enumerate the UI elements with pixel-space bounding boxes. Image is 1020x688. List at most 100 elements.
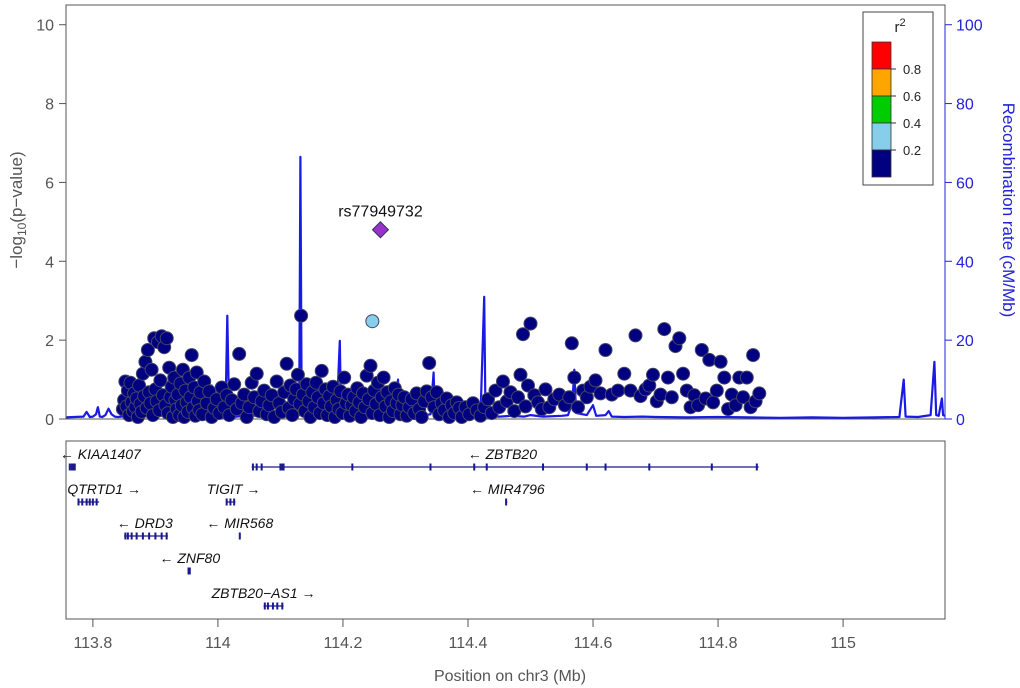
gene-exon — [238, 532, 241, 540]
snp-point — [564, 336, 579, 351]
x-tick-label: 113.8 — [73, 635, 112, 652]
gene-label: ← KIAA1407 — [60, 446, 142, 462]
gene-exon — [473, 463, 476, 471]
x-tick-label: 114.2 — [324, 635, 363, 652]
gene-exon — [91, 498, 94, 506]
snp-point — [523, 316, 538, 331]
gene-exon — [154, 532, 157, 540]
snp-point — [657, 322, 672, 337]
r2-legend: r2 0.8 0.6 0.4 0.2 — [862, 11, 934, 186]
gene-exon — [282, 463, 285, 471]
gene-zbtb20-as1: ZBTB20−AS1 → — [211, 585, 316, 610]
gene-exon — [351, 463, 354, 471]
gene-exon — [260, 463, 263, 471]
snp-point — [414, 410, 429, 424]
legend-swatch — [871, 95, 892, 124]
gene-label: ← MIR568 — [206, 515, 273, 531]
x-tick-label: 115 — [830, 635, 856, 652]
y-left-prefix: −log — [7, 236, 26, 269]
gene-exon — [485, 463, 488, 471]
gene-exon — [188, 567, 191, 575]
gene-label: ← ZNF80 — [159, 550, 220, 566]
gene-zbtb20: ← ZBTB20 — [251, 446, 759, 471]
x-tick-label: 114.4 — [449, 635, 488, 652]
snp-point — [706, 395, 721, 410]
gene-exon — [648, 463, 651, 471]
y-left-tick-label: 4 — [45, 254, 54, 271]
gene-exon — [233, 498, 236, 506]
gene-exon — [124, 532, 127, 540]
gene-label: QTRTD1 → — [67, 481, 141, 497]
legend-title-superscript: 2 — [899, 17, 905, 29]
gene-znf80: ← ZNF80 — [159, 550, 220, 575]
snp-point — [617, 366, 632, 381]
snp-point — [713, 354, 728, 369]
gene-exon — [604, 463, 607, 471]
gene-kiaa1407: ← KIAA1407 — [60, 446, 142, 471]
snp-point — [363, 358, 378, 373]
snp-point — [562, 390, 577, 405]
gene-label: ← DRD3 — [117, 515, 173, 531]
y-left-tick-label: 6 — [45, 175, 54, 192]
x-tick-label: 114.6 — [574, 635, 613, 652]
gene-mir568: ← MIR568 — [206, 515, 273, 540]
gene-exon — [279, 463, 282, 471]
y-left-tick-label: 0 — [45, 412, 54, 429]
gene-exon — [281, 602, 284, 610]
snp-point — [184, 348, 199, 363]
snp-point — [496, 374, 510, 389]
gene-exon — [81, 498, 84, 506]
gene-exon — [165, 532, 168, 540]
gene-exon — [281, 463, 284, 471]
gene-exon — [126, 532, 129, 540]
gene-exon — [263, 602, 266, 610]
x-tick-label: 114.8 — [699, 635, 738, 652]
gene-exon — [70, 463, 73, 471]
snp-point — [518, 399, 533, 414]
y-right-tick-label: 0 — [956, 412, 965, 429]
snp-point — [739, 370, 754, 385]
legend-label: 0.6 — [903, 89, 921, 104]
snp-point — [702, 352, 717, 367]
gene-exon — [251, 463, 254, 471]
legend-title: r2 — [894, 17, 905, 36]
gene-tigit: TIGIT → — [207, 481, 260, 506]
y-left-tick-label: 2 — [45, 333, 54, 350]
gene-exon — [255, 463, 258, 471]
y-right-tick-label: 100 — [956, 18, 983, 35]
gene-exon — [135, 532, 138, 540]
gene-exon — [130, 532, 133, 540]
gene-exon — [429, 463, 432, 471]
gene-exon — [141, 532, 144, 540]
snp-point — [488, 383, 503, 398]
snp-point — [516, 327, 530, 342]
legend-label: 0.2 — [903, 143, 921, 158]
snp-point — [144, 362, 159, 377]
snp-point — [159, 331, 174, 346]
snp-point — [314, 363, 329, 378]
snp-point — [746, 348, 761, 363]
legend-swatch — [871, 122, 892, 151]
gene-drd3: ← DRD3 — [117, 515, 173, 540]
snp-point — [588, 373, 603, 388]
snp-point — [752, 386, 767, 401]
legend-swatch — [871, 68, 892, 97]
snp-point — [285, 408, 300, 423]
snp-point — [611, 383, 625, 398]
lead-snp-label: rs77949732 — [338, 204, 423, 221]
y-left-tick-label: 10 — [36, 18, 54, 35]
snp-point — [227, 377, 242, 392]
x-axis-title: Position on chr3 (Mb) — [434, 668, 586, 685]
snp-point — [511, 390, 525, 405]
snp-point — [279, 356, 294, 371]
snp-point — [661, 370, 675, 385]
snp-point — [717, 370, 732, 385]
snp-points-layer — [115, 308, 767, 424]
y-left-suffix: (p−value) — [7, 151, 26, 222]
x-tick-label: 114 — [205, 635, 231, 652]
gene-exon — [88, 498, 91, 506]
gene-exon — [229, 498, 232, 506]
gene-exon — [68, 463, 71, 471]
gene-exon — [187, 567, 190, 575]
